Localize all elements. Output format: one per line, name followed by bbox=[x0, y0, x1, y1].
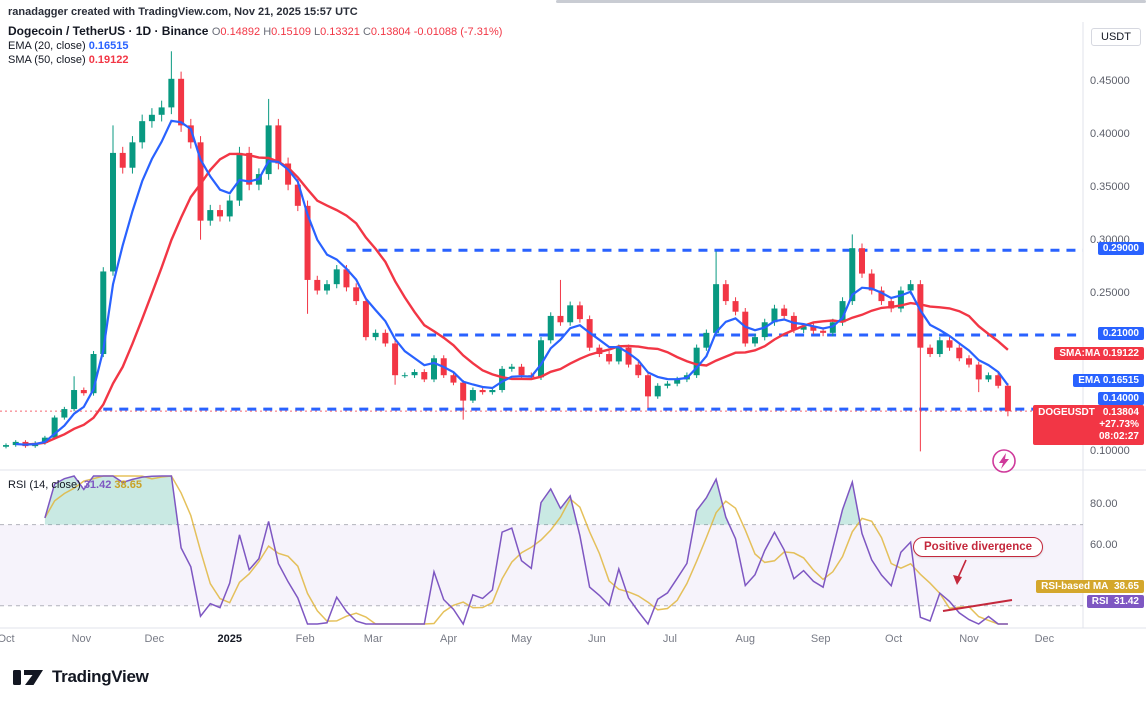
rsi-value: 31.42 bbox=[83, 479, 112, 491]
last-badge-countdown: 08:02:27 bbox=[1098, 431, 1139, 443]
rsi-ma-value: 38.65 bbox=[114, 479, 142, 491]
price-axis-label: 0.40000 bbox=[1090, 127, 1130, 140]
divergence-trendline bbox=[942, 599, 1013, 612]
ohlc-value: 0.14892 bbox=[220, 26, 264, 38]
sma-line bbox=[25, 152, 1009, 446]
change-value: -0.01088 (-7.31%) bbox=[413, 26, 503, 38]
time-axis-label: Dec bbox=[1034, 633, 1055, 645]
currency-label[interactable]: USDT bbox=[1091, 28, 1141, 46]
time-axis-label: Nov bbox=[959, 633, 979, 645]
ohlc-label: L bbox=[314, 26, 321, 38]
price-axis-label: 0.25000 bbox=[1090, 286, 1130, 299]
rsi-ma-badge: RSI-based MA 38.65 bbox=[1036, 580, 1144, 594]
rsi-legend[interactable]: RSI (14, close) 31.42 38.65 bbox=[8, 479, 142, 491]
time-axis-label: Jul bbox=[662, 633, 677, 645]
symbol-title-row[interactable]: Dogecoin / TetherUS · 1D · Binance O0.14… bbox=[8, 25, 502, 39]
time-axis-label: Dec bbox=[144, 633, 165, 645]
sma-price-badge: SMA:MA 0.19122 bbox=[1054, 346, 1144, 360]
sma-value: 0.19122 bbox=[88, 54, 129, 66]
rsi-ma-badge-value: 38.65 bbox=[1113, 581, 1139, 593]
attribution-note: ranadagger created with TradingView.com,… bbox=[8, 6, 358, 18]
rsi-value-badge: RSI 31.42 bbox=[1086, 594, 1144, 608]
level-price-badge: 0.29000 bbox=[1097, 242, 1144, 256]
tradingview-logo-icon[interactable] bbox=[12, 664, 45, 690]
ema-label: EMA (20, close) bbox=[8, 40, 86, 52]
rsi-overbought-fill bbox=[44, 476, 861, 525]
time-axis-label: 2025 bbox=[217, 633, 242, 645]
last-price-badge: DOGEUSDT 0.13804 +27.73% 08:02:27 bbox=[1033, 405, 1144, 446]
ema-value: 0.16515 bbox=[88, 40, 129, 52]
flash-icon bbox=[992, 449, 1016, 473]
time-axis-label: Apr bbox=[440, 633, 458, 645]
chart-legend: Dogecoin / TetherUS · 1D · Binance O0.14… bbox=[8, 25, 502, 67]
ohlc-values: O0.14892 H0.15109 L0.13321 C0.13804 bbox=[212, 26, 414, 38]
positive-divergence-callout[interactable]: Positive divergence bbox=[913, 537, 1044, 557]
ohlc-value: 0.13321 bbox=[320, 26, 363, 38]
time-axis-label: Sep bbox=[810, 633, 831, 645]
ohlc-value: 0.15109 bbox=[271, 26, 314, 38]
last-badge-symbol: DOGEUSDT bbox=[1038, 407, 1095, 419]
indicator-row-ema[interactable]: EMA (20, close) 0.16515 bbox=[8, 40, 502, 53]
footer: TradingView bbox=[12, 664, 149, 690]
last-badge-change: +27.73% bbox=[1099, 419, 1139, 431]
ema-price-badge: EMA 0.16515 bbox=[1073, 374, 1144, 388]
symbol-title: Dogecoin / TetherUS · 1D · Binance bbox=[8, 24, 209, 38]
ohlc-label: C bbox=[362, 26, 371, 38]
time-axis-label: Oct bbox=[0, 633, 15, 645]
tradingview-logo-text[interactable]: TradingView bbox=[52, 667, 149, 686]
chart-canvas[interactable] bbox=[0, 0, 1146, 660]
rsi-axis-label: 80.00 bbox=[1090, 498, 1118, 511]
level-price-badge: 0.14000 bbox=[1097, 392, 1144, 406]
rsi-badge-value: 31.42 bbox=[1113, 595, 1139, 607]
rsi-line bbox=[44, 475, 1008, 626]
scrollbar-thumb[interactable] bbox=[556, 0, 1146, 3]
last-badge-price: 0.13804 bbox=[1102, 407, 1139, 419]
time-axis-label: Jun bbox=[588, 633, 606, 645]
ohlc-value: 0.13804 bbox=[370, 26, 414, 38]
time-axis-label: Mar bbox=[363, 633, 383, 645]
ohlc-label: O bbox=[211, 26, 221, 38]
rsi-title: RSI (14, close) bbox=[8, 479, 81, 491]
ema-line bbox=[15, 119, 1009, 446]
sma-label: SMA (50, close) bbox=[8, 54, 86, 66]
rsi-badge-label: RSI bbox=[1091, 595, 1109, 607]
price-axis-label: 0.10000 bbox=[1090, 445, 1130, 458]
indicator-row-sma[interactable]: SMA (50, close) 0.19122 bbox=[8, 54, 502, 67]
time-axis-label: May bbox=[511, 633, 532, 645]
rsi-axis-label: 60.00 bbox=[1090, 538, 1118, 551]
price-axis-label: 0.45000 bbox=[1090, 74, 1130, 87]
time-axis-label: Aug bbox=[735, 633, 756, 645]
ohlc-label: H bbox=[263, 26, 272, 38]
rsi-ma-line bbox=[44, 475, 1008, 625]
rsi-ma-badge-label: RSI-based MA bbox=[1041, 581, 1109, 593]
level-price-badge: 0.21000 bbox=[1097, 326, 1144, 340]
candles bbox=[3, 51, 1011, 452]
time-axis-label: Nov bbox=[71, 633, 92, 645]
price-axis-label: 0.35000 bbox=[1090, 180, 1130, 193]
time-axis-label: Oct bbox=[885, 633, 903, 645]
time-axis-label: Feb bbox=[295, 633, 315, 645]
